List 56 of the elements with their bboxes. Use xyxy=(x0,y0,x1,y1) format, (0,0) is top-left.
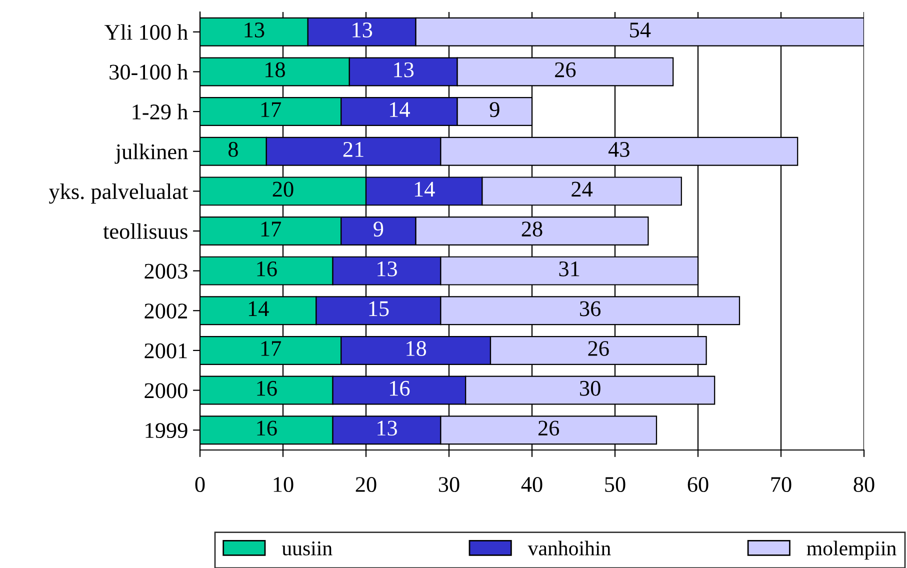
data-label: 43 xyxy=(608,142,630,157)
data-label: 17 xyxy=(261,341,282,356)
data-label: 26 xyxy=(555,62,576,78)
data-label: 15 xyxy=(369,301,389,316)
y-tick-label: Yli 100 h xyxy=(104,24,188,40)
data-label: 13 xyxy=(378,261,397,276)
y-tick-label: 1-29 h xyxy=(132,104,188,120)
data-label: 16 xyxy=(390,380,410,396)
data-label: 16 xyxy=(257,261,277,276)
data-label: 17 xyxy=(261,222,282,236)
data-label: 21 xyxy=(343,142,364,157)
x-tick-label: 30 xyxy=(438,477,460,492)
data-label: 13 xyxy=(244,22,264,38)
data-label: 9 xyxy=(374,222,384,237)
data-label: 16 xyxy=(257,380,277,396)
data-label: 36 xyxy=(580,301,601,316)
legend-label: molempiin xyxy=(806,540,896,560)
x-tick-label: 20 xyxy=(356,477,376,492)
data-label: 26 xyxy=(538,420,560,436)
y-tick-label: 2000 xyxy=(144,383,188,398)
data-label: 54 xyxy=(630,22,651,38)
y-tick-label: teollisuus xyxy=(103,223,188,239)
x-tick-label: 70 xyxy=(771,477,792,492)
x-tick-label: 80 xyxy=(854,477,874,492)
data-label: 31 xyxy=(559,261,580,276)
legend-label: vanhoihin xyxy=(528,540,611,556)
x-tick-label: 40 xyxy=(521,477,542,492)
y-tick-label: 2003 xyxy=(144,264,188,279)
data-label: 13 xyxy=(378,420,397,436)
data-label: 24 xyxy=(572,182,593,197)
data-label: 17 xyxy=(261,102,282,117)
data-label: 13 xyxy=(394,62,414,78)
y-tick-label: 30-100 h xyxy=(110,64,188,80)
data-label: 20 xyxy=(272,182,294,197)
data-label: 30 xyxy=(580,380,600,396)
x-tick-label: 50 xyxy=(605,477,626,492)
data-label: 26 xyxy=(588,341,609,356)
data-label: 8 xyxy=(228,142,238,157)
x-tick-label: 0 xyxy=(195,477,205,492)
data-label: 18 xyxy=(266,62,285,78)
y-tick-label: yks. palvelualat xyxy=(48,183,188,204)
data-label: 14 xyxy=(390,102,410,117)
data-label: 16 xyxy=(257,420,277,436)
data-label: 9 xyxy=(490,102,500,118)
x-tick-label: 60 xyxy=(688,477,708,492)
y-tick-label: 1999 xyxy=(146,423,188,438)
data-label: 14 xyxy=(248,301,269,316)
data-label: 18 xyxy=(406,341,426,356)
x-tick-label: 10 xyxy=(274,477,294,492)
y-tick-label: 2001 xyxy=(144,343,187,358)
data-label: 13 xyxy=(352,22,372,38)
data-label: 14 xyxy=(414,182,435,197)
data-label: 28 xyxy=(522,222,542,237)
y-tick-label: 2002 xyxy=(144,304,187,319)
legend-label: uusiin xyxy=(282,541,332,556)
y-tick-label: julkinen xyxy=(114,144,188,164)
